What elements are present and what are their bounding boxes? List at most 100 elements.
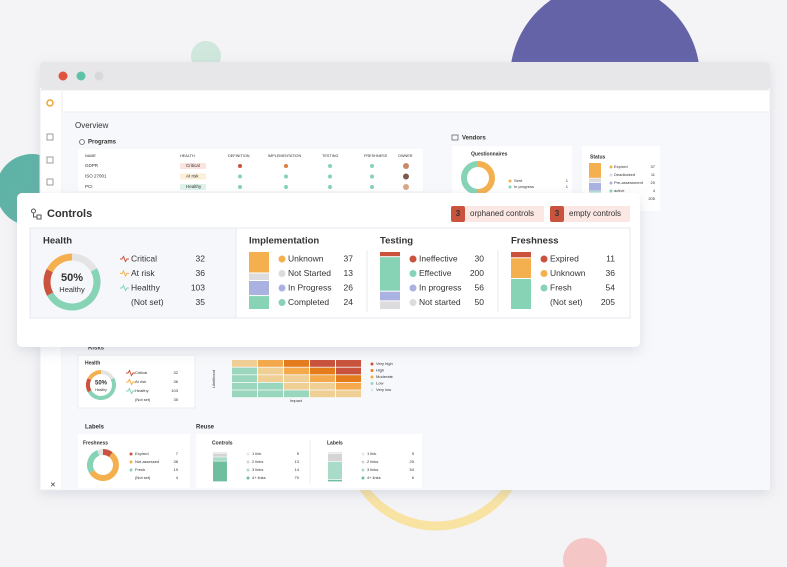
legend-dot [278,299,286,306]
donut-segment [87,450,100,474]
stack-segment [328,452,342,454]
legend-label: Low [376,381,383,386]
legend-dot [609,165,613,169]
legend-value: 4 [176,475,179,480]
legend-value: 6 [412,475,415,480]
legend-value: 103 [171,388,178,393]
legend-label: 1 link [367,451,376,456]
donut-segment [87,377,116,400]
legend-value: 56 [475,282,485,292]
legend-label: Unknown [288,253,324,263]
column-header: IMPLEMENTATION [268,154,301,158]
health-icon [120,269,129,278]
heat-cell [232,390,257,398]
legend-label: Expired [614,164,628,169]
nav-icon[interactable] [46,133,54,141]
legend-value: 11 [651,172,656,177]
legend-label: Critical [135,370,147,375]
legend-dot [278,284,286,292]
legend-value: 26 [344,282,354,292]
legend-value: 5 [297,451,300,456]
health-icon [126,378,135,386]
legend-dot [246,476,250,480]
program-health: Critical [186,163,200,168]
heat-cell [232,360,257,367]
legend-value: 70 [295,475,300,480]
legend-value: 36 [606,268,616,278]
legend-label: Expired [135,451,149,456]
owner-avatar [403,163,409,169]
section-title: Testing [380,236,413,247]
window-maximize[interactable] [94,71,104,81]
legend-label: Ineffective [419,253,458,263]
status-dot [284,164,288,168]
legend-dot [609,181,613,185]
legend-dot [370,375,374,379]
legend-dot [540,270,548,277]
legend-label: 4+ links [252,475,266,480]
heat-cell [336,360,361,367]
section-icon [79,139,85,145]
logo[interactable] [46,99,54,107]
legend-label: Not Started [288,268,331,278]
legend-value: 32 [196,253,206,263]
legend-label: Sent [514,178,523,183]
panel-title: Labels [327,440,343,446]
legend-label: (Not set) [131,297,164,307]
heat-cell [232,375,257,382]
legend-label: 3 links [252,467,263,472]
badge-label-bg [465,206,544,222]
legend-value: 7 [176,451,179,456]
nav-icon[interactable]: ✕ [50,482,56,489]
legend-value: 14 [295,467,300,472]
heat-cell [258,390,283,398]
section-title: Risks [88,346,105,352]
donut-segment [47,268,101,311]
legend-dot [361,468,365,472]
panel-title: Freshness [83,440,108,446]
donut-segment [461,161,479,195]
status-dot [238,164,242,168]
status-dot [328,185,332,189]
legend-label: In progress [419,282,462,292]
legend-dot [129,468,133,472]
legend-value: 36 [196,268,206,278]
questionnaires-panel [452,146,572,194]
nav-icon[interactable] [46,156,54,164]
donut-center: 50% [95,381,108,387]
legend-label: active [614,188,625,193]
legend-dot [540,284,548,292]
badge-count: 3 [456,209,461,218]
health-icon [126,387,135,395]
status-dot [284,174,288,179]
donut-center: 50% [61,272,83,284]
legend-label: In Progress [288,282,331,292]
stack-segment [589,183,601,191]
legend-label: 2 links [367,459,378,464]
window-minimize[interactable] [76,71,86,81]
program-name: PCI [85,184,93,189]
background-content: Overview Programs NAME HEALTH DEFINITION IMPL… [75,121,656,482]
legend-value: 30 [475,253,485,263]
status-dot [328,174,332,179]
stack-segment [380,252,400,257]
legend-value: 35 [196,297,206,307]
top-bar [61,89,771,113]
legend-dot [278,270,286,277]
badge-count: 3 [555,209,560,218]
heat-cell [232,367,257,375]
donut-segment [89,452,119,481]
legend-label: 3 links [367,467,378,472]
nav-icon[interactable] [46,178,54,186]
stack-segment [589,163,601,178]
window-close[interactable] [58,71,68,81]
legend-label: Expired [550,253,579,263]
panel-title: Controls [212,440,233,446]
legend-label: At risk [131,268,155,278]
heat-cell [284,375,309,382]
legend-dot [540,255,548,263]
stack-segment [380,291,400,301]
stack-segment [328,453,342,462]
program-health: At risk [186,174,199,179]
